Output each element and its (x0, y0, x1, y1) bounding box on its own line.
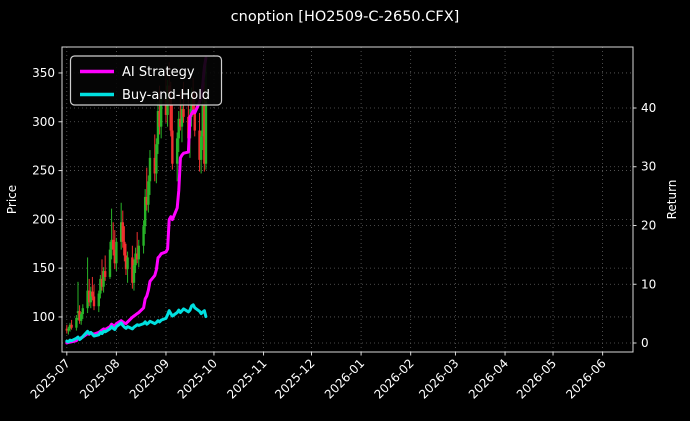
candle-body (201, 105, 204, 137)
x-tick-label: 2025-12 (272, 356, 317, 401)
x-tick-label: 2026-03 (416, 356, 461, 401)
candle-body (87, 290, 91, 303)
chart-title: cnoption [HO2509-C-2650.CFX] (231, 9, 460, 25)
y-tick-label-right: 20 (641, 218, 656, 232)
y-tick-label-left: 300 (32, 115, 55, 129)
candle-body (68, 324, 72, 329)
candle-body (169, 97, 172, 131)
candle-body (78, 311, 81, 321)
candle-body (182, 109, 185, 117)
candle-body (148, 157, 152, 182)
x-tick-label: 2026-01 (322, 356, 367, 401)
x-tick-label: 2025-08 (77, 356, 122, 401)
candle-body (199, 136, 203, 160)
candle-body (156, 111, 160, 145)
legend-label: AI Strategy (122, 65, 195, 80)
candle-body (89, 291, 92, 303)
candle-body (99, 278, 102, 294)
y-tick-label-right: 40 (641, 101, 656, 115)
x-tick-label: 2026-06 (563, 356, 608, 401)
left-axis-label: Price (5, 185, 19, 214)
x-tick-label: 2025-10 (175, 356, 220, 401)
y-tick-label-left: 100 (32, 310, 55, 324)
candle-body (131, 257, 134, 283)
x-tick-label: 2026-04 (466, 356, 511, 401)
right-axis-label: Return (665, 180, 679, 220)
candle-body (134, 253, 137, 266)
candle-body (113, 249, 116, 264)
candle-body (86, 290, 89, 309)
y-tick-label-right: 30 (641, 160, 656, 174)
candle-body (193, 109, 196, 131)
candle-body (123, 241, 126, 256)
candle-body (100, 278, 104, 287)
candle-body (198, 130, 201, 160)
candle-body (91, 291, 94, 297)
candle-body (132, 265, 136, 283)
candle-body (102, 271, 105, 287)
candle-body (137, 245, 140, 260)
candle-body (103, 271, 107, 277)
y-tick-label-left: 350 (32, 66, 55, 80)
y-tick-label-left: 150 (32, 261, 55, 275)
candle-body (75, 317, 78, 328)
x-tick-label: 2026-02 (371, 356, 416, 401)
candle-body (65, 328, 68, 331)
candlesticks (65, 62, 208, 335)
candle-body (97, 293, 100, 307)
candle-body (143, 196, 147, 227)
candle-body (119, 222, 123, 242)
candle-body (67, 328, 70, 331)
gridlines (62, 47, 633, 352)
candle-body (76, 311, 80, 314)
candle-body (92, 296, 96, 307)
candle-body (158, 111, 161, 127)
legend-label: Buy-and-Hold (122, 88, 210, 103)
y-tick-label-left: 250 (32, 164, 55, 178)
x-tick-label: 2025-07 (28, 356, 73, 401)
y-tick-label-left: 200 (32, 212, 55, 226)
candle-body (177, 118, 180, 139)
candle-body (142, 226, 145, 246)
candle-body (147, 181, 150, 205)
candle-body (124, 255, 128, 270)
candle-body (79, 314, 83, 321)
plot-frame (61, 46, 634, 353)
legend: AI Strategy Buy-and-Hold (69, 55, 223, 106)
candle-body (164, 97, 168, 115)
x-tick-label: 2025-11 (224, 356, 269, 401)
candle-body (121, 222, 124, 242)
candle-body (180, 109, 184, 127)
candle-body (111, 239, 115, 250)
candle-body (204, 101, 208, 164)
candle-body (153, 157, 156, 174)
x-tick-label: 2026-05 (514, 356, 559, 401)
y-tick-label-right: 0 (641, 336, 649, 350)
x-tick-label: 2025-09 (127, 356, 172, 401)
candle-body (175, 138, 179, 164)
axes-spines (61, 46, 634, 353)
candle-body (203, 105, 206, 164)
buy-and-hold-line (65, 303, 208, 344)
candle-body (135, 253, 139, 260)
candle-body (145, 196, 148, 205)
candle-body (126, 257, 129, 270)
candle-body (171, 130, 174, 164)
candle-body (70, 324, 73, 328)
candle-body (108, 249, 112, 277)
strategy-lines (65, 56, 208, 345)
candle-body (115, 241, 118, 264)
candle-body (155, 144, 158, 174)
y-tick-label-right: 10 (641, 277, 656, 291)
candle-body (110, 239, 113, 250)
candle-body (179, 118, 182, 127)
candle-body (159, 97, 163, 127)
candle-body (81, 308, 84, 315)
